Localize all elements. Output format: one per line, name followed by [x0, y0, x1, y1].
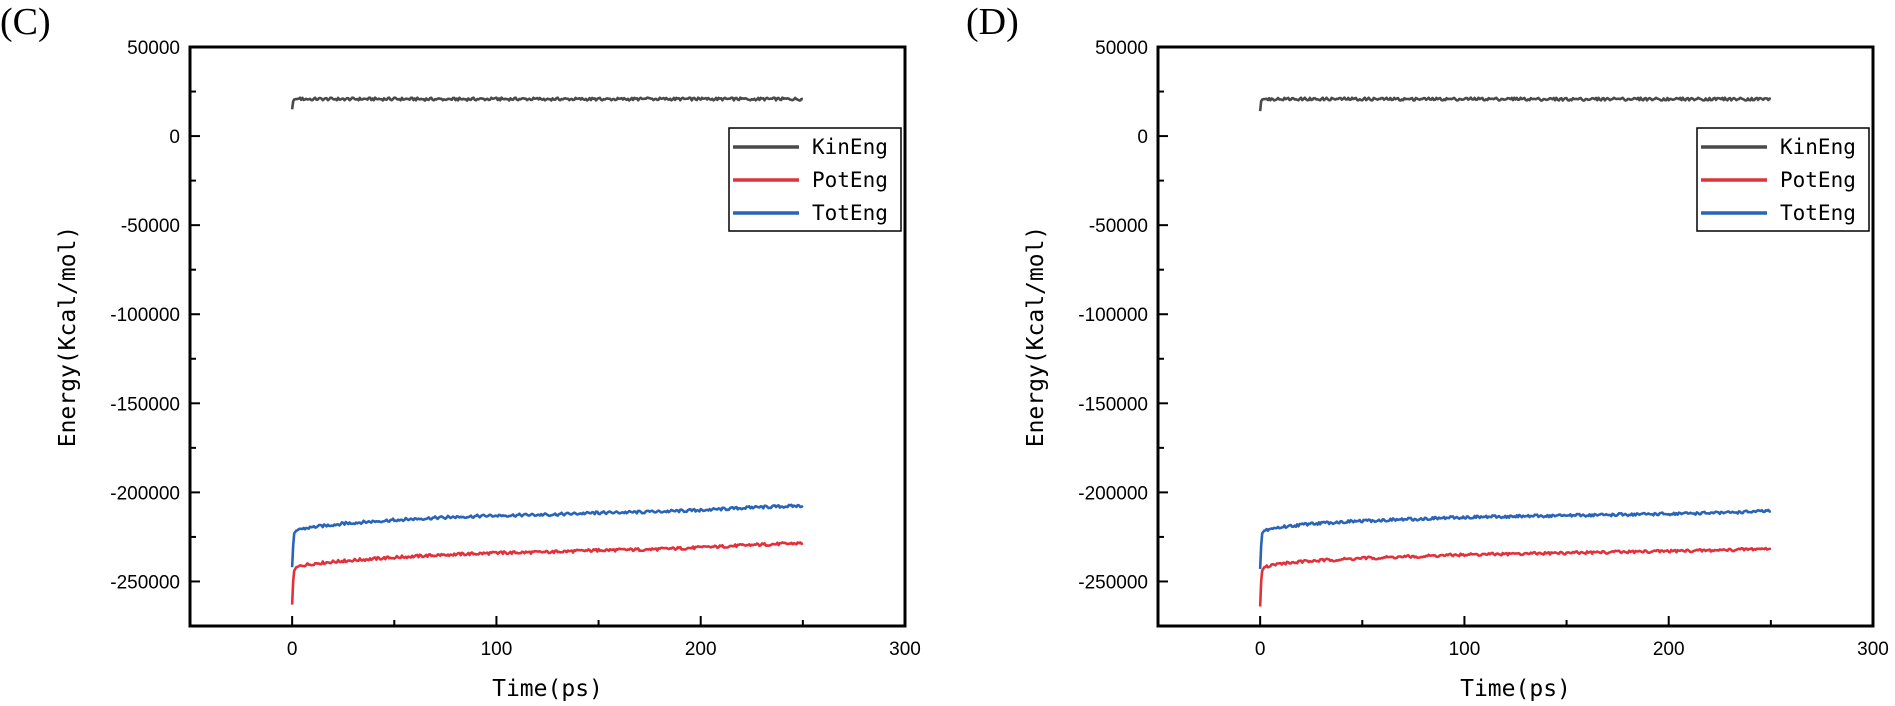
panel-label: (D): [966, 1, 1019, 43]
chart-panel-c: (C) 0 100 200 300 50000 0 -50000 -100000 -150000 -…: [0, 1, 921, 702]
legend-label-toteng: TotEng: [812, 201, 888, 225]
x-tick-label: 200: [685, 639, 717, 660]
y-tick-label: 50000: [127, 38, 180, 59]
y-tick-label: 50000: [1095, 38, 1148, 59]
series-line-poteng: [1258, 546, 1772, 607]
series-line-kineng: [1258, 96, 1772, 112]
y-axis-title: Energy(Kcal/mol): [55, 226, 81, 448]
y-tick-label: -150000: [110, 394, 180, 415]
legend-label-toteng: TotEng: [1780, 201, 1856, 225]
legend-label-poteng: PotEng: [1780, 168, 1856, 192]
legend-label-kineng: KinEng: [812, 135, 888, 159]
x-axis-title: Time(ps): [1460, 676, 1571, 702]
legend-label-poteng: PotEng: [812, 168, 888, 192]
x-tick-label: 300: [889, 639, 921, 660]
series-line-toteng: [1258, 508, 1772, 570]
x-axis-title: Time(ps): [492, 676, 603, 702]
y-tick-label: -100000: [1078, 305, 1148, 326]
y-tick-label: -250000: [110, 572, 180, 593]
y-tick-label: -50000: [1089, 216, 1148, 237]
y-tick-label: -150000: [1078, 394, 1148, 415]
y-axis-title: Energy(Kcal/mol): [1023, 226, 1049, 448]
y-tick-label: -200000: [1078, 483, 1148, 504]
x-tick-label: 200: [1653, 639, 1685, 660]
y-tick-label: -50000: [121, 216, 180, 237]
y-tick-label: -100000: [110, 305, 180, 326]
series-line-poteng: [290, 541, 804, 605]
legend: KinEng PotEng TotEng: [1696, 127, 1870, 232]
legend: KinEng PotEng TotEng: [728, 127, 902, 232]
series-line-toteng: [290, 503, 804, 568]
plot-frame: [1156, 45, 1875, 628]
x-tick-label: 100: [481, 639, 513, 660]
chart-panel-d: (D) 0 100 200 300 50000 0 -50000 -100000 -150000 -…: [966, 1, 1889, 702]
x-tick-label: 100: [1449, 639, 1481, 660]
x-tick-label: 0: [287, 639, 298, 660]
y-tick-label: 0: [169, 127, 180, 148]
y-tick-label: -200000: [110, 483, 180, 504]
y-tick-label: -250000: [1078, 572, 1148, 593]
series-line-kineng: [290, 96, 803, 110]
x-tick-label: 0: [1255, 639, 1266, 660]
legend-label-kineng: KinEng: [1780, 135, 1856, 159]
x-tick-label: 300: [1857, 639, 1889, 660]
plot-frame: [188, 45, 907, 628]
panel-label: (C): [0, 1, 51, 43]
y-tick-label: 0: [1137, 127, 1148, 148]
